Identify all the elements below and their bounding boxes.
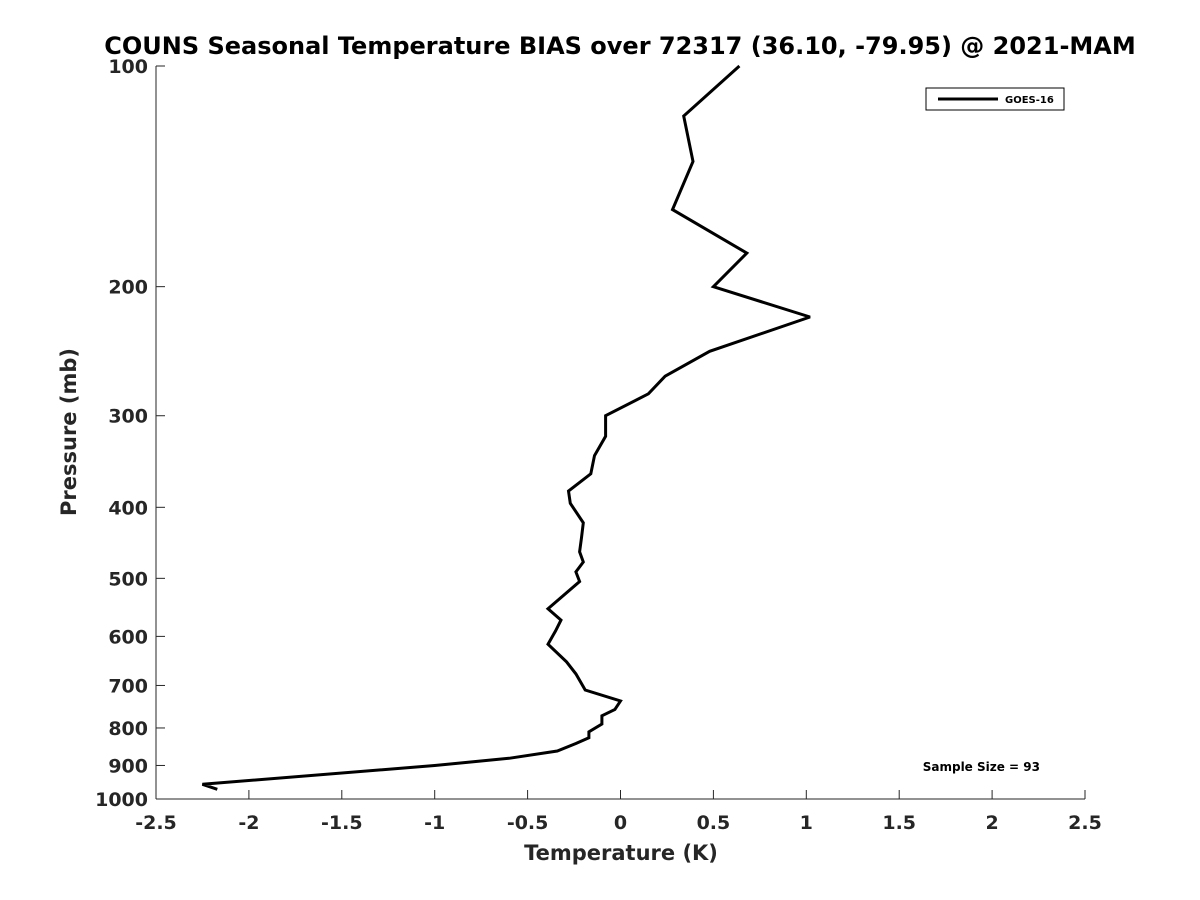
- x-axis-label: Temperature (K): [524, 841, 718, 865]
- x-tick-label: -2: [238, 812, 259, 834]
- x-tick-label: 1.5: [882, 812, 916, 834]
- series-line-goes-16: [201, 64, 811, 791]
- x-axis: -2.5 -2 -1.5 -1 -0.5 0 0.5 1 1.5 2 2.5: [135, 790, 1102, 834]
- y-tick-label: 600: [108, 626, 148, 648]
- x-tick-label: -0.5: [507, 812, 549, 834]
- sample-size-annotation: Sample Size = 93: [923, 760, 1040, 774]
- legend-label-goes-16: GOES-16: [1005, 95, 1054, 106]
- y-tick-label: 1000: [95, 789, 148, 811]
- y-axis: 100 200 300 400 500 600 700 800 900 1000: [95, 56, 165, 811]
- y-tick-label: 900: [108, 755, 148, 777]
- chart-title: COUNS Seasonal Temperature BIAS over 723…: [104, 32, 1136, 60]
- x-tick-label: -1: [424, 812, 445, 834]
- x-tick-label: 0: [614, 812, 627, 834]
- legend: GOES-16: [925, 87, 1065, 111]
- y-axis-label: Pressure (mb): [57, 348, 81, 516]
- x-tick-label: -2.5: [135, 812, 177, 834]
- x-tick-label: 0.5: [697, 812, 731, 834]
- x-tick-label: 1: [800, 812, 813, 834]
- y-tick-label: 800: [108, 718, 148, 740]
- y-tick-label: 300: [108, 406, 148, 428]
- y-tick-label: 700: [108, 675, 148, 697]
- x-tick-label: 2: [985, 812, 998, 834]
- x-tick-label: 2.5: [1068, 812, 1102, 834]
- series-layer: [201, 64, 811, 791]
- x-tick-label: -1.5: [321, 812, 363, 834]
- y-tick-label: 200: [108, 277, 148, 299]
- y-tick-label: 500: [108, 568, 148, 590]
- y-tick-label: 400: [108, 497, 148, 519]
- y-tick-label: 100: [108, 56, 148, 78]
